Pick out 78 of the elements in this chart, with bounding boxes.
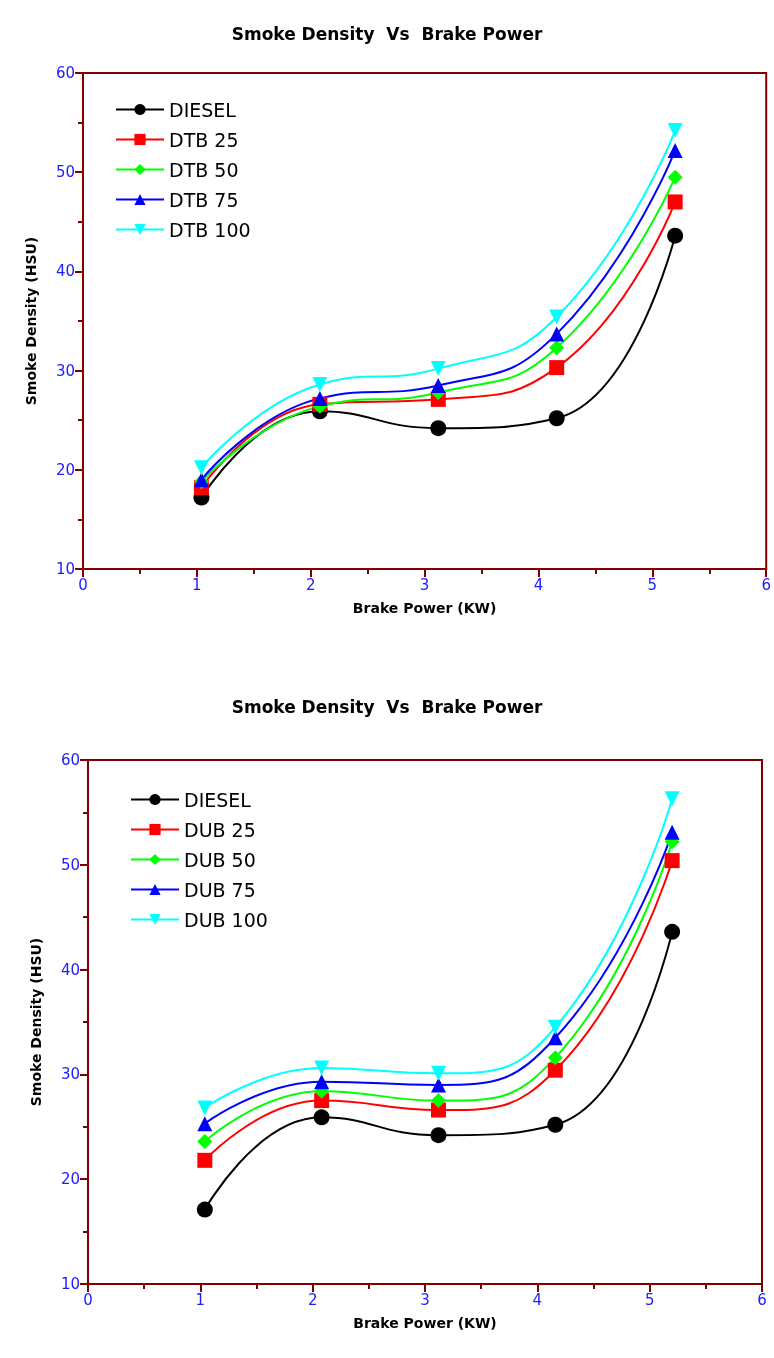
point	[314, 1074, 330, 1090]
point	[430, 1077, 446, 1093]
point	[197, 1133, 213, 1149]
point	[197, 1116, 213, 1132]
point	[430, 1065, 446, 1081]
y-tick-label: 20	[55, 460, 75, 479]
point	[430, 1093, 446, 1109]
x-tick-label: 3	[420, 1290, 430, 1309]
point	[664, 824, 680, 840]
legend-label: DIESEL	[184, 788, 252, 811]
y-tick-label: 30	[60, 1065, 80, 1084]
y-axis-title: Smoke Density (HSU)	[23, 236, 39, 406]
point	[547, 1019, 563, 1035]
y-tick-label: 60	[60, 751, 80, 769]
x-axis-title: Brake Power (KW)	[353, 1315, 497, 1331]
x-tick-label: 0	[78, 575, 88, 594]
point	[549, 309, 565, 325]
x-tick-label: 4	[533, 575, 544, 594]
legend-label: DTB 100	[169, 218, 251, 241]
point	[547, 1116, 564, 1133]
point	[547, 1062, 563, 1078]
point	[549, 326, 565, 342]
legend-label: DUB 75	[184, 878, 256, 901]
x-tick-label: 4	[532, 1290, 543, 1309]
legend-label: DTB 25	[169, 128, 239, 151]
point	[548, 410, 565, 427]
point	[314, 1060, 330, 1076]
y-tick-label: 30	[55, 361, 75, 380]
x-tick-label: 1	[195, 1290, 206, 1309]
point	[430, 377, 446, 393]
x-tick-label: 3	[419, 575, 430, 594]
chart-title: Smoke Density Vs Brake Power	[231, 696, 543, 717]
y-tick-label: 50	[60, 855, 80, 874]
x-tick-label: 0	[83, 1290, 93, 1309]
point	[197, 1100, 213, 1116]
point	[430, 1127, 447, 1144]
legend-label: DTB 75	[169, 188, 239, 211]
x-tick-label: 2	[305, 575, 316, 594]
point	[196, 1201, 213, 1218]
x-tick-label: 5	[644, 1290, 655, 1309]
x-tick-label: 5	[647, 575, 658, 594]
legend-label: DUB 25	[184, 818, 256, 841]
point	[547, 1050, 563, 1066]
point	[313, 1109, 330, 1126]
y-tick-label: 40	[55, 262, 75, 281]
point	[312, 376, 328, 392]
point	[667, 142, 683, 158]
legend-label: DUB 100	[184, 908, 268, 931]
point	[549, 360, 565, 376]
point	[430, 361, 446, 377]
y-tick-label: 60	[55, 64, 75, 82]
point	[667, 194, 683, 210]
x-tick-label: 1	[192, 575, 202, 594]
y-tick-label: 10	[60, 1275, 80, 1293]
point	[664, 791, 680, 807]
point	[667, 169, 683, 185]
y-tick-label: 20	[60, 1170, 80, 1189]
x-tick-label: 6	[761, 575, 771, 594]
point	[549, 340, 565, 356]
legend-label: DUB 50	[184, 848, 256, 871]
legend-label: DTB 50	[169, 158, 239, 181]
point	[430, 420, 447, 437]
y-axis-title: Smoke Density (HSU)	[28, 937, 44, 1107]
point	[667, 123, 683, 139]
point	[664, 853, 680, 869]
x-tick-label: 6	[757, 1290, 767, 1309]
y-tick-label: 50	[55, 163, 75, 182]
legend-label: DIESEL	[169, 98, 237, 121]
y-tick-label: 40	[60, 960, 80, 979]
x-tick-label: 2	[307, 1290, 318, 1309]
point	[664, 923, 681, 940]
point	[667, 227, 684, 244]
y-tick-label: 10	[55, 560, 75, 578]
chart-title: Smoke Density Vs Brake Power	[231, 23, 543, 44]
point	[312, 390, 328, 406]
point	[193, 460, 209, 476]
x-axis-title: Brake Power (KW)	[352, 600, 497, 616]
point	[197, 1152, 213, 1168]
